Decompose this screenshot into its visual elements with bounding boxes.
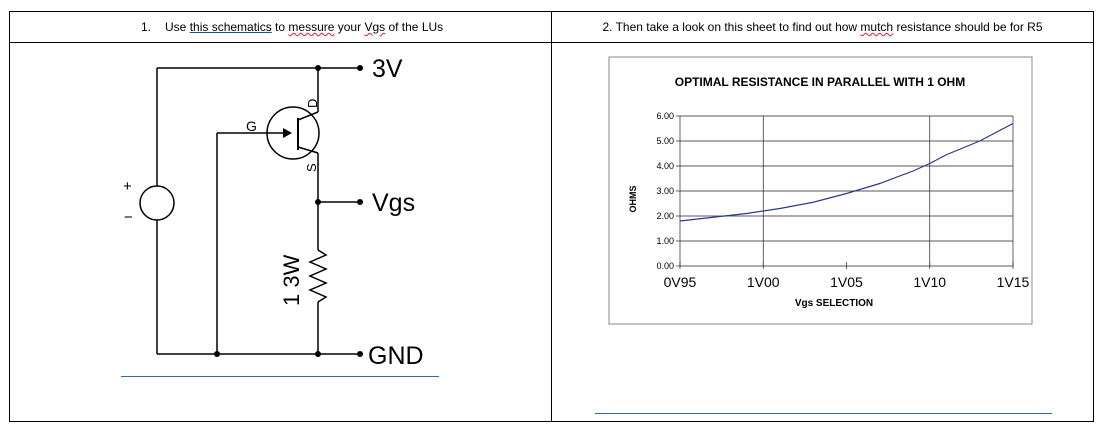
x-tick-label: 1V15 [997, 274, 1030, 290]
y-tick-label: 3.00 [656, 186, 674, 196]
y-tick-label: 0.00 [656, 261, 674, 271]
x-tick-label: 1V05 [830, 274, 863, 290]
right-cell-header: 2. Then take a look on this sheet to fin… [552, 12, 1093, 42]
y-tick-label: 1.00 [656, 236, 674, 246]
document-table: 1. Use this schematics to messure your V… [9, 11, 1094, 422]
chart-frame [608, 56, 1033, 325]
chart-title: OPTIMAL RESISTANCE IN PARALLEL WITH 1 OH… [675, 75, 965, 89]
schematics-link[interactable]: this schematics [189, 20, 272, 34]
label-source: S [304, 163, 319, 172]
right-instruction-text: 2. Then take a look on this sheet to fin… [602, 20, 1043, 34]
y-tick-label: 5.00 [656, 136, 674, 146]
y-axis-label: OHMS [628, 186, 638, 213]
left-instruction-text: Use this schematics to messure your Vgs … [165, 20, 444, 34]
label-plus: + [123, 178, 132, 195]
x-axis-label: Vgs SELECTION [795, 298, 873, 309]
junction-dots [214, 65, 363, 357]
gate-arrow [283, 128, 292, 138]
y-tick-label: 6.00 [656, 111, 674, 121]
x-tick-label: 1V10 [913, 274, 946, 290]
anchor-line-right [595, 413, 1052, 414]
column-divider [551, 12, 552, 421]
row-divider [10, 42, 1093, 43]
list-number: 1. [141, 20, 152, 34]
series-line [679, 122, 1014, 222]
label-drain: D [305, 99, 320, 108]
label-vgs: Vgs [372, 189, 415, 217]
y-tick-label: 2.00 [656, 211, 674, 221]
x-tick-label: 0V95 [664, 274, 697, 290]
misspelled-word: mutch [860, 20, 894, 34]
label-gnd: GND [368, 342, 424, 370]
label-minus: − [124, 209, 133, 226]
label-resistor: 1 3W [279, 254, 304, 306]
label-3v: 3V [372, 55, 403, 83]
left-cell-header: 1. Use this schematics to messure your V… [10, 12, 551, 42]
label-gate: G [246, 118, 257, 134]
x-tick-label: 1V00 [747, 274, 780, 290]
anchor-line-left [121, 376, 439, 377]
misspelled-word: Vgs [364, 20, 386, 34]
y-tick-label: 4.00 [656, 161, 674, 171]
circuit-schematic: 3V Vgs GND G D S 1 3W + − [123, 55, 424, 370]
misspelled-word: messure [288, 20, 335, 34]
